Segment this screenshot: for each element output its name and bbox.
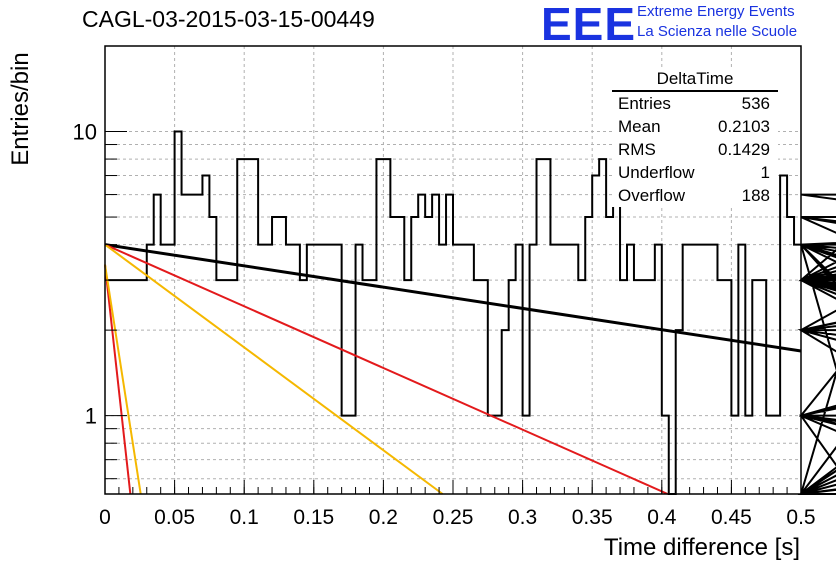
stats-label: Underflow: [618, 163, 695, 182]
stats-value: 0.1429: [718, 140, 770, 159]
y-tick-label: 10: [73, 120, 97, 145]
stats-title: DeltaTime: [612, 69, 778, 92]
y-axis-label: Entries/bin: [7, 52, 34, 166]
x-axis-label: Time difference [s]: [603, 534, 800, 561]
x-tick-label: 0.5: [786, 506, 815, 529]
fit-curves: [104, 243, 802, 495]
logo-line-2: La Scienza nelle Scuole: [637, 23, 798, 40]
chart-title: CAGL-03-2015-03-15-00449: [82, 6, 375, 32]
fit-curve: [104, 243, 669, 495]
eee-logo: EEE: [541, 0, 637, 50]
fit-curve: [104, 264, 142, 495]
x-tick-label: 0.2: [369, 506, 398, 529]
x-tick-label: 0.4: [647, 506, 677, 529]
y-tick-label: 1: [85, 404, 97, 429]
x-tick-label: 0.25: [433, 506, 474, 529]
x-tick-label: 0: [99, 506, 111, 529]
histogram: [105, 130, 836, 495]
stats-row: Underflow 1: [612, 161, 778, 184]
x-tick-label: 0.3: [508, 506, 537, 529]
x-tick-label: 0.15: [293, 506, 334, 529]
stats-label: RMS: [618, 140, 656, 159]
stats-row: Overflow 188: [612, 184, 778, 207]
stats-value: 188: [741, 186, 770, 205]
histogram-bins: [105, 130, 836, 495]
stats-box: DeltaTime Entries 536 Mean 0.2103 RMS 0.142…: [612, 69, 778, 207]
stats-row: RMS 0.1429: [612, 138, 778, 161]
stats-label: Entries: [618, 94, 671, 113]
x-tick-label: 0.1: [230, 506, 259, 529]
stats-label: Mean: [618, 117, 661, 136]
x-tick-label: 0.45: [711, 506, 752, 529]
stats-value: 536: [741, 94, 770, 113]
stats-label: Overflow: [618, 186, 686, 205]
stats-value: 0.2103: [718, 117, 770, 136]
logo-line-1: Extreme Energy Events: [637, 3, 795, 20]
fit-curve: [104, 243, 444, 495]
fit-curve: [104, 264, 132, 495]
x-tick-label: 0.35: [572, 506, 613, 529]
fit-curve: [104, 243, 802, 353]
stats-value: 1: [760, 163, 770, 182]
x-tick-label: 0.05: [154, 506, 195, 529]
stats-row: Entries 536: [612, 92, 778, 115]
stats-row: Mean 0.2103: [612, 115, 778, 138]
axes: 0 0.05 0.1 0.15 0.2 0.25 0.3 0.35 0.4 0.45 0.5 1 10: [73, 45, 816, 529]
